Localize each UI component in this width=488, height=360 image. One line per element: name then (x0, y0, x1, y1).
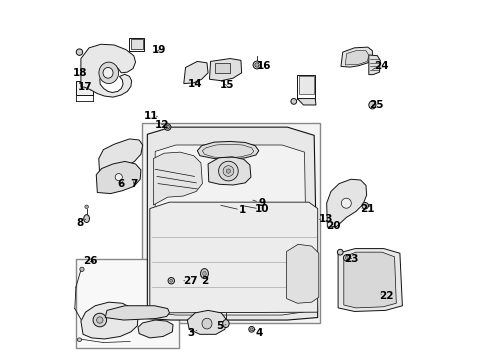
Ellipse shape (80, 267, 84, 271)
Polygon shape (340, 47, 372, 67)
Text: 22: 22 (379, 291, 393, 301)
Ellipse shape (368, 101, 375, 109)
Ellipse shape (200, 269, 208, 279)
Ellipse shape (164, 124, 171, 130)
Bar (142, 123, 319, 323)
Polygon shape (81, 302, 138, 339)
Text: 20: 20 (326, 221, 340, 231)
Text: 7: 7 (130, 179, 137, 189)
Text: 9: 9 (258, 198, 264, 208)
Bar (215, 63, 230, 73)
Ellipse shape (168, 278, 174, 284)
Polygon shape (96, 161, 141, 194)
Polygon shape (297, 99, 315, 105)
Polygon shape (368, 55, 380, 75)
Text: 2: 2 (201, 276, 208, 286)
Polygon shape (155, 145, 306, 315)
Polygon shape (286, 244, 318, 303)
Ellipse shape (93, 313, 106, 327)
Ellipse shape (165, 125, 169, 129)
Text: 12: 12 (154, 120, 168, 130)
Polygon shape (187, 310, 226, 334)
Bar (76, 81, 93, 95)
Text: 27: 27 (183, 276, 197, 286)
Polygon shape (149, 202, 317, 313)
Ellipse shape (218, 161, 238, 181)
Polygon shape (326, 179, 366, 227)
Ellipse shape (345, 256, 347, 259)
Text: 23: 23 (344, 253, 358, 264)
Ellipse shape (254, 63, 259, 67)
Text: 26: 26 (83, 256, 97, 266)
Text: 16: 16 (256, 61, 271, 71)
Polygon shape (105, 306, 169, 320)
Text: 24: 24 (373, 61, 387, 71)
Ellipse shape (337, 249, 343, 255)
Text: 21: 21 (360, 203, 374, 213)
Text: 17: 17 (78, 82, 93, 92)
Polygon shape (138, 320, 173, 338)
Ellipse shape (76, 49, 82, 55)
Text: 19: 19 (152, 45, 166, 55)
Ellipse shape (202, 318, 212, 329)
Text: 13: 13 (318, 214, 332, 224)
Ellipse shape (343, 255, 349, 261)
Polygon shape (81, 44, 135, 97)
Ellipse shape (169, 279, 172, 282)
Polygon shape (197, 141, 258, 159)
Text: 3: 3 (187, 328, 194, 338)
Ellipse shape (222, 320, 229, 328)
Text: 6: 6 (118, 179, 124, 189)
Text: 14: 14 (187, 78, 202, 89)
Polygon shape (345, 51, 368, 65)
Text: 1: 1 (239, 205, 246, 215)
Polygon shape (209, 59, 241, 81)
Text: 15: 15 (219, 80, 233, 90)
Ellipse shape (248, 327, 254, 332)
Polygon shape (99, 139, 142, 177)
Polygon shape (207, 157, 250, 185)
Text: 11: 11 (143, 111, 158, 121)
Ellipse shape (290, 99, 296, 104)
Ellipse shape (253, 61, 261, 69)
Text: 4: 4 (255, 328, 262, 338)
Polygon shape (147, 127, 317, 320)
Ellipse shape (99, 62, 118, 84)
Ellipse shape (103, 67, 113, 78)
Ellipse shape (77, 338, 81, 342)
Ellipse shape (250, 328, 253, 331)
Bar (76, 258, 179, 348)
Ellipse shape (97, 317, 103, 323)
Ellipse shape (203, 271, 206, 276)
Ellipse shape (341, 198, 350, 208)
Ellipse shape (83, 215, 89, 222)
Text: 25: 25 (368, 100, 383, 110)
Ellipse shape (84, 205, 88, 208)
Ellipse shape (226, 169, 230, 173)
Polygon shape (343, 252, 395, 308)
Polygon shape (153, 152, 202, 205)
Ellipse shape (361, 203, 367, 209)
Ellipse shape (115, 174, 122, 181)
Text: 8: 8 (77, 218, 83, 228)
Text: 18: 18 (73, 68, 87, 78)
Ellipse shape (223, 166, 233, 176)
Polygon shape (337, 249, 402, 311)
Polygon shape (298, 76, 313, 94)
Text: 5: 5 (215, 321, 223, 332)
Polygon shape (183, 62, 207, 84)
Text: 10: 10 (254, 204, 268, 214)
Polygon shape (131, 39, 143, 49)
